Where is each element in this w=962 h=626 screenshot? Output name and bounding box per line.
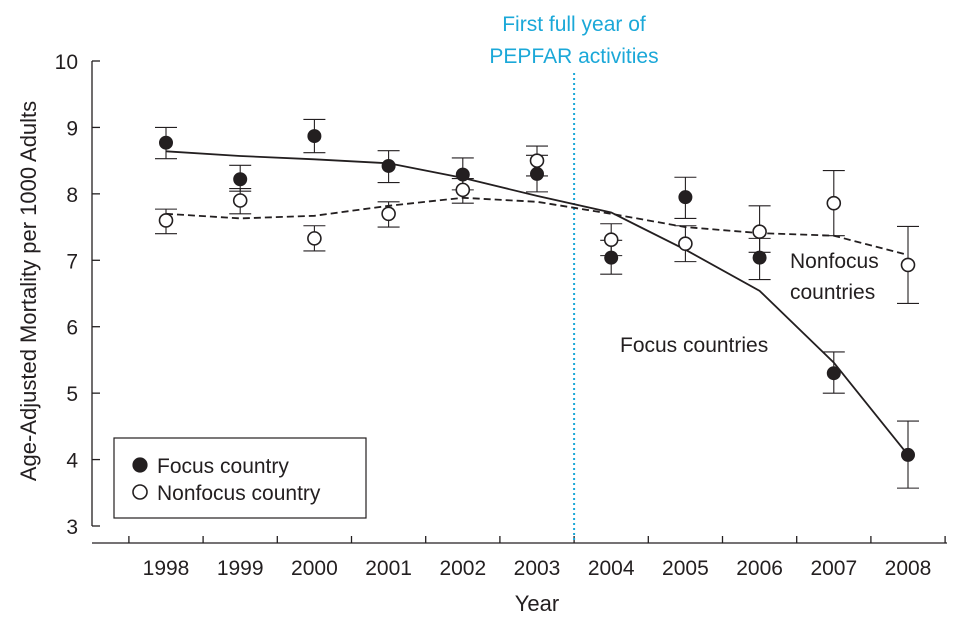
focus-point <box>455 167 470 182</box>
nonfocus-point <box>158 213 174 228</box>
y-tick-label: 3 <box>66 516 78 539</box>
x-tick-label: 2007 <box>810 557 857 580</box>
nonfocus-point <box>307 231 322 246</box>
annotations: Nonfocus countries Focus countries <box>620 250 879 357</box>
legend-nonfocus-marker <box>132 484 148 500</box>
nonfocus-trend-line <box>165 196 909 256</box>
x-tick-label: 2002 <box>439 557 486 580</box>
nonfocus-series-annotation: countries <box>790 281 875 304</box>
trend-lines <box>165 150 909 456</box>
nonfocus-point <box>826 195 842 211</box>
focus-point <box>530 166 544 181</box>
x-tick-label: 2000 <box>291 557 338 580</box>
focus-point <box>901 447 915 462</box>
nonfocus-point <box>900 257 916 273</box>
focus-point <box>233 172 248 187</box>
legend-box <box>113 437 367 519</box>
focus-point <box>604 250 619 265</box>
nonfocus-point <box>678 236 693 251</box>
x-tick-label: 2004 <box>588 557 635 580</box>
focus-series-annotation: Focus countries <box>620 334 768 357</box>
nonfocus-point <box>603 232 619 247</box>
nonfocus-point <box>752 224 767 240</box>
nonfocus-series-annotation: Nonfocus <box>790 250 879 273</box>
focus-point <box>826 366 841 381</box>
data-points <box>158 129 916 462</box>
focus-trend-line <box>165 150 909 456</box>
axes: 3 4 5 6 7 8 9 10 1998 1999 2000 2001 2002 2003 2004 200… <box>55 51 947 580</box>
y-tick-label: 8 <box>66 184 78 207</box>
y-tick-label: 5 <box>66 383 78 406</box>
legend: Focus country Nonfocus country <box>113 437 367 519</box>
focus-point <box>752 250 767 265</box>
nonfocus-point <box>529 153 545 168</box>
y-tick-label: 4 <box>66 450 78 473</box>
x-tick-label: 2003 <box>514 557 561 580</box>
focus-point <box>159 135 173 150</box>
y-tick-label: 6 <box>66 317 78 340</box>
x-tick-label: 2001 <box>365 557 412 580</box>
nonfocus-point <box>455 182 471 198</box>
pepfar-marker-label: First full year of <box>502 13 646 36</box>
x-tick-label: 2008 <box>885 557 932 580</box>
x-tick-label: 2005 <box>662 557 709 580</box>
focus-point <box>307 129 322 144</box>
focus-point <box>678 190 693 205</box>
nonfocus-point <box>232 193 248 208</box>
focus-point <box>381 158 396 173</box>
y-tick-label: 10 <box>55 51 78 74</box>
y-tick-label: 7 <box>66 250 78 273</box>
x-axis-title: Year <box>515 591 559 616</box>
x-tick-label: 2006 <box>736 557 783 580</box>
x-tick-label: 1998 <box>143 557 190 580</box>
legend-nonfocus-label: Nonfocus country <box>157 482 321 505</box>
y-tick-label: 9 <box>66 117 78 140</box>
legend-focus-label: Focus country <box>157 455 289 478</box>
x-tick-label: 1999 <box>217 557 264 580</box>
legend-focus-marker <box>132 457 148 473</box>
pepfar-marker-label: PEPFAR activities <box>489 45 658 68</box>
y-axis-title: Age-Adjusted Mortality per 1000 Adults <box>16 101 41 481</box>
pepfar-marker: First full year of PEPFAR activities <box>489 13 659 543</box>
nonfocus-point <box>381 206 396 222</box>
